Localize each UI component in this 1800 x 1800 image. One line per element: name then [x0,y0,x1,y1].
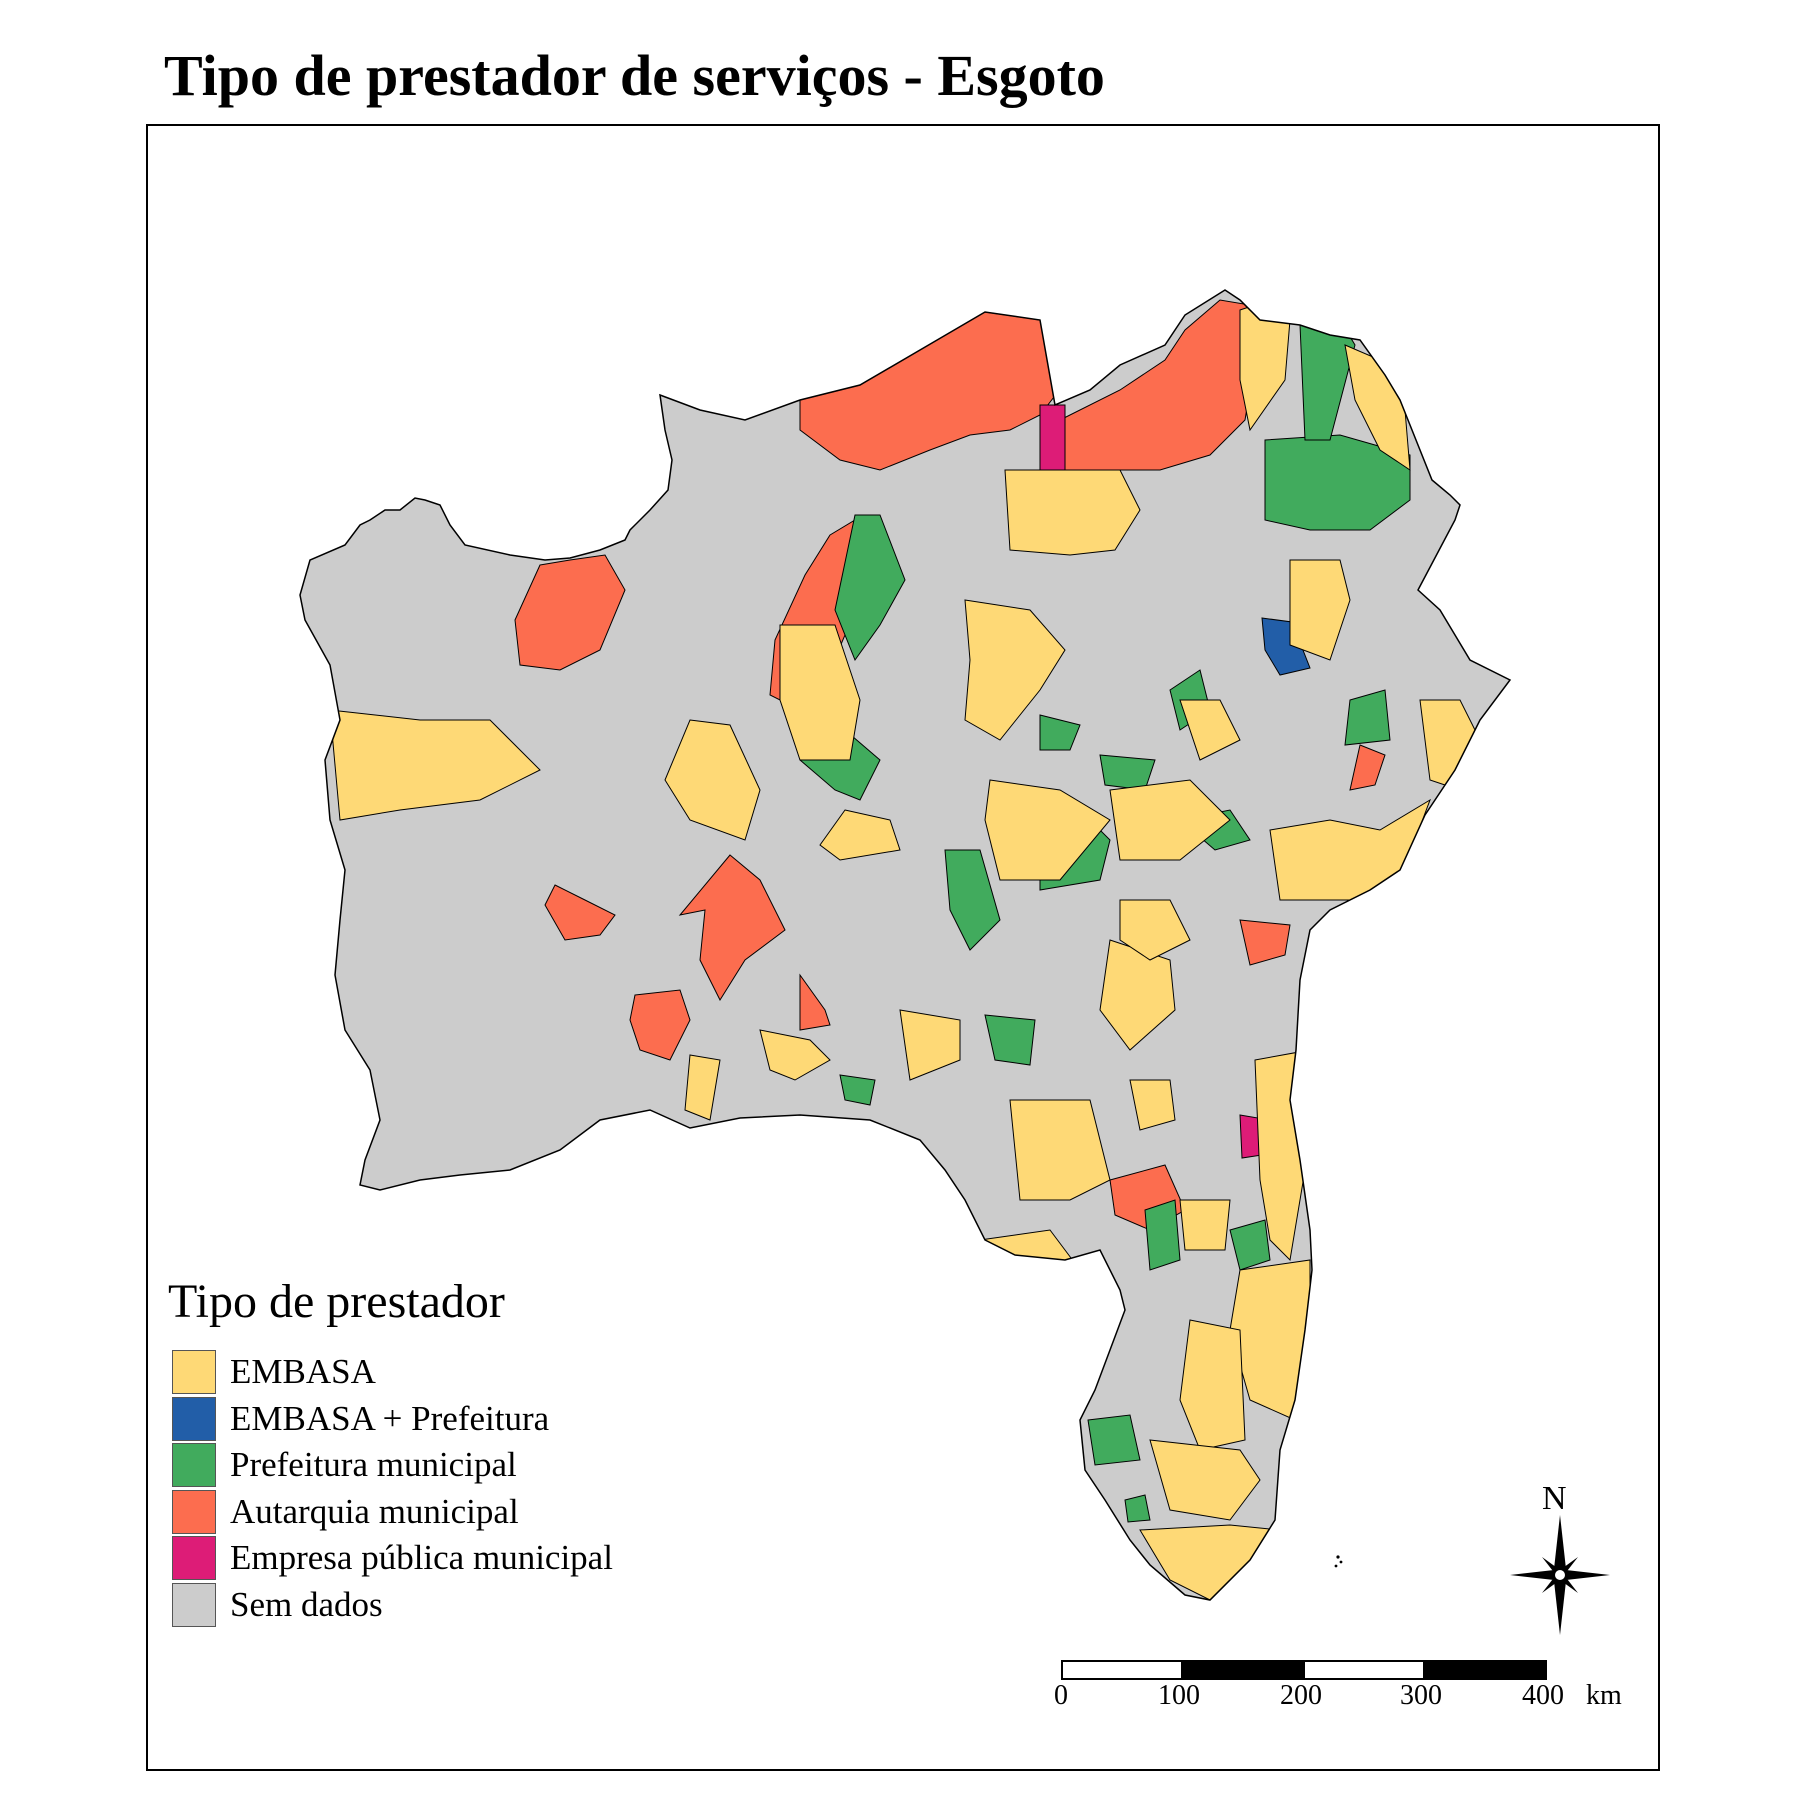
municipality-region [1004,469,1141,556]
municipality-region [1149,1439,1261,1521]
municipality-region [944,849,1001,951]
municipality-region [1179,699,1241,761]
municipality-region [779,624,861,761]
scale-bar [1061,1660,1547,1680]
municipality-region [1139,1524,1282,1600]
legend-label: Empresa pública municipal [230,1538,613,1577]
municipality-region [1179,1319,1246,1451]
municipality-region [834,514,906,662]
legend-swatch [172,1350,216,1394]
legend-label: EMBASA [230,1352,376,1391]
municipality-region [799,973,831,1031]
legend-title: Tipo de prestador [168,1275,505,1328]
municipality-region [1039,404,1066,471]
municipality-region [964,599,1066,741]
municipality-region [1239,919,1291,966]
municipality-region [664,719,761,841]
legend-swatch [172,1582,216,1627]
municipality-region [1099,754,1156,791]
north-arrow-icon [1510,1515,1610,1635]
municipality-region [839,1074,876,1106]
municipality-region [984,779,1111,881]
municipality-region [1109,779,1231,861]
municipality-region [1144,1199,1181,1271]
municipality-region [1261,617,1311,676]
municipality-region [1264,434,1411,531]
north-label: N [1542,1480,1567,1517]
municipality-region [1039,714,1081,751]
legend-swatch [172,1396,216,1441]
municipality-region [1009,1099,1111,1201]
municipality-region [759,1029,831,1081]
scale-tick-label: 0 [1054,1680,1068,1711]
municipality-region [1344,689,1391,746]
legend-label: EMBASA + Prefeitura [230,1398,550,1438]
legend-swatch [172,1536,216,1580]
municipality-region [1229,1219,1271,1271]
municipality-region [899,1009,961,1081]
municipality-region [819,809,901,861]
scale-tick-label: 400 [1522,1680,1564,1711]
municipality-region [1289,559,1351,661]
legend-swatch [172,1489,216,1534]
legend-label: Sem dados [230,1584,383,1624]
legend-swatch [172,1443,216,1487]
scale-tick-label: 200 [1280,1680,1322,1711]
municipality-region [1179,1199,1231,1251]
municipality-region [984,1014,1036,1066]
scale-unit-label: km [1586,1680,1622,1711]
municipality-region [1349,744,1386,791]
municipality-region [329,709,541,821]
municipality-region [1129,1079,1176,1131]
scale-tick-label: 300 [1400,1680,1442,1711]
municipality-region [1124,1494,1151,1523]
scale-tick-label: 100 [1158,1680,1200,1711]
legend-label: Prefeitura municipal [230,1445,517,1484]
legend-label: Autarquia municipal [230,1491,519,1531]
municipality-region [1087,1414,1141,1466]
municipality-region [514,554,626,671]
municipality-region [684,1054,721,1121]
island-marks [1334,1555,1343,1568]
municipality-region [629,989,691,1061]
municipality-region [678,854,786,1002]
map-title: Tipo de prestador de serviços - Esgoto [164,43,1105,108]
municipality-region [1119,899,1191,961]
map-frame [146,124,1660,1771]
municipality-region [1099,939,1176,1051]
municipality-region [544,884,616,941]
